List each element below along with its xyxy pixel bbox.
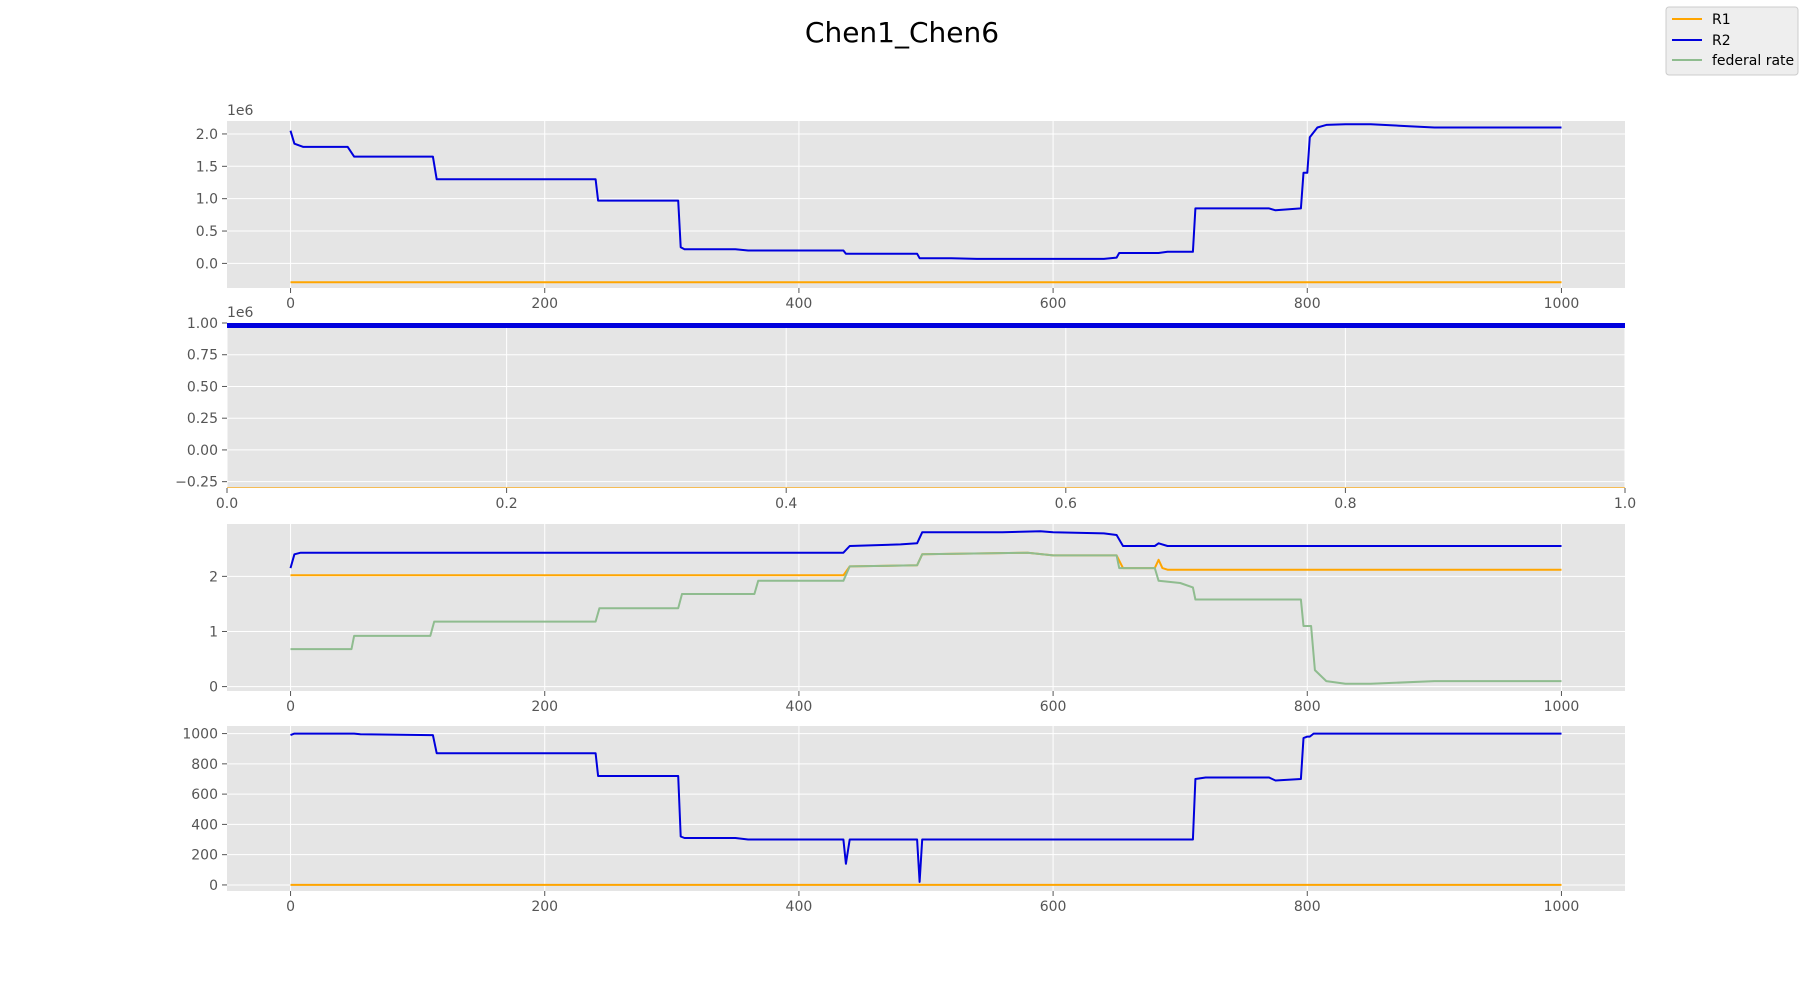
series-group <box>289 123 1562 284</box>
subplot-2: 0.0 0.2 0.4 0.6 0.8 1.0 −0.25 0.00 0.25 0.50 0.75 1… <box>175 305 1636 512</box>
x-tick-label: 0.8 <box>1334 496 1356 512</box>
legend-label-r2: R2 <box>1712 33 1731 49</box>
series-line-r2 <box>289 123 1562 260</box>
x-tick-label: 400 <box>786 699 813 715</box>
x-tick-label: 0 <box>286 699 295 715</box>
y-tick-label: 0 <box>209 878 218 894</box>
x-tick-label: 0.2 <box>495 496 517 512</box>
series-group <box>290 732 1562 886</box>
x-tick-label: 0 <box>286 296 295 312</box>
x-tick-label: 800 <box>1294 296 1321 312</box>
y-tick-label: 200 <box>191 848 218 864</box>
y-scale-offset-label: 1e6 <box>227 103 254 119</box>
y-tick-label: 800 <box>191 757 218 773</box>
x-tick-label: 200 <box>531 899 558 915</box>
y-tick-label: 1.0 <box>196 192 218 208</box>
y-tick-label: 1.00 <box>187 316 218 332</box>
x-tick-label: 0.4 <box>775 496 797 512</box>
legend: R1 R2 federal rate <box>1665 6 1799 76</box>
x-tick-label: 800 <box>1294 899 1321 915</box>
x-tick-label: 0.6 <box>1055 496 1077 512</box>
x-tick-label: 200 <box>531 699 558 715</box>
x-tick-label: 400 <box>786 899 813 915</box>
y-tick-label: 2 <box>209 569 218 585</box>
series-group <box>227 323 1625 488</box>
y-tick-label: 1 <box>209 624 218 640</box>
plot-area <box>227 121 1625 288</box>
y-tick-label: 600 <box>191 787 218 803</box>
series-line-r2 <box>289 530 1562 569</box>
subplot-3: 0 200 400 600 800 1000 0 1 2 <box>209 524 1625 715</box>
x-tick-label: 0.0 <box>216 496 238 512</box>
legend-box <box>1665 6 1799 76</box>
y-tick-label: −0.25 <box>175 475 218 491</box>
x-tick-label: 200 <box>531 296 558 312</box>
subplot-1: 0 200 400 600 800 1000 0.0 0.5 1.0 1.5 2.0 1e6 <box>196 103 1625 312</box>
y-tick-label: 400 <box>191 817 218 833</box>
series-group <box>289 530 1562 685</box>
y-tick-label: 0 <box>209 680 218 696</box>
y-tick-label: 0.25 <box>187 411 218 427</box>
y-tick-label: 0.00 <box>187 443 218 459</box>
x-tick-label: 600 <box>1040 296 1067 312</box>
plot-area <box>227 323 1625 488</box>
subplot-4: 0 200 400 600 800 1000 0 200 400 600 800 1000 <box>182 726 1625 915</box>
x-tick-label: 600 <box>1040 899 1067 915</box>
x-tick-label: 0 <box>286 899 295 915</box>
figure-title: Chen1_Chen6 <box>805 16 999 49</box>
x-tick-label: 1000 <box>1544 296 1580 312</box>
y-tick-label: 0.50 <box>187 379 218 395</box>
plot-area <box>227 524 1625 691</box>
y-scale-offset-label: 1e6 <box>227 305 254 321</box>
y-tick-label: 1.5 <box>196 159 218 175</box>
legend-label-federal-rate: federal rate <box>1712 53 1794 69</box>
y-tick-label: 2.0 <box>196 127 218 143</box>
x-tick-label: 1.0 <box>1614 496 1636 512</box>
x-tick-label: 400 <box>786 296 813 312</box>
y-tick-label: 0.0 <box>196 256 218 272</box>
x-tick-label: 600 <box>1040 699 1067 715</box>
y-tick-label: 0.5 <box>196 224 218 240</box>
series-line-r2 <box>290 732 1562 883</box>
x-tick-label: 1000 <box>1544 699 1580 715</box>
y-tick-label: 1000 <box>182 727 218 743</box>
legend-label-r1: R1 <box>1712 12 1731 28</box>
x-tick-label: 1000 <box>1544 899 1580 915</box>
series-line-federal-rate <box>290 551 1562 685</box>
x-tick-label: 800 <box>1294 699 1321 715</box>
y-tick-label: 0.75 <box>187 348 218 364</box>
